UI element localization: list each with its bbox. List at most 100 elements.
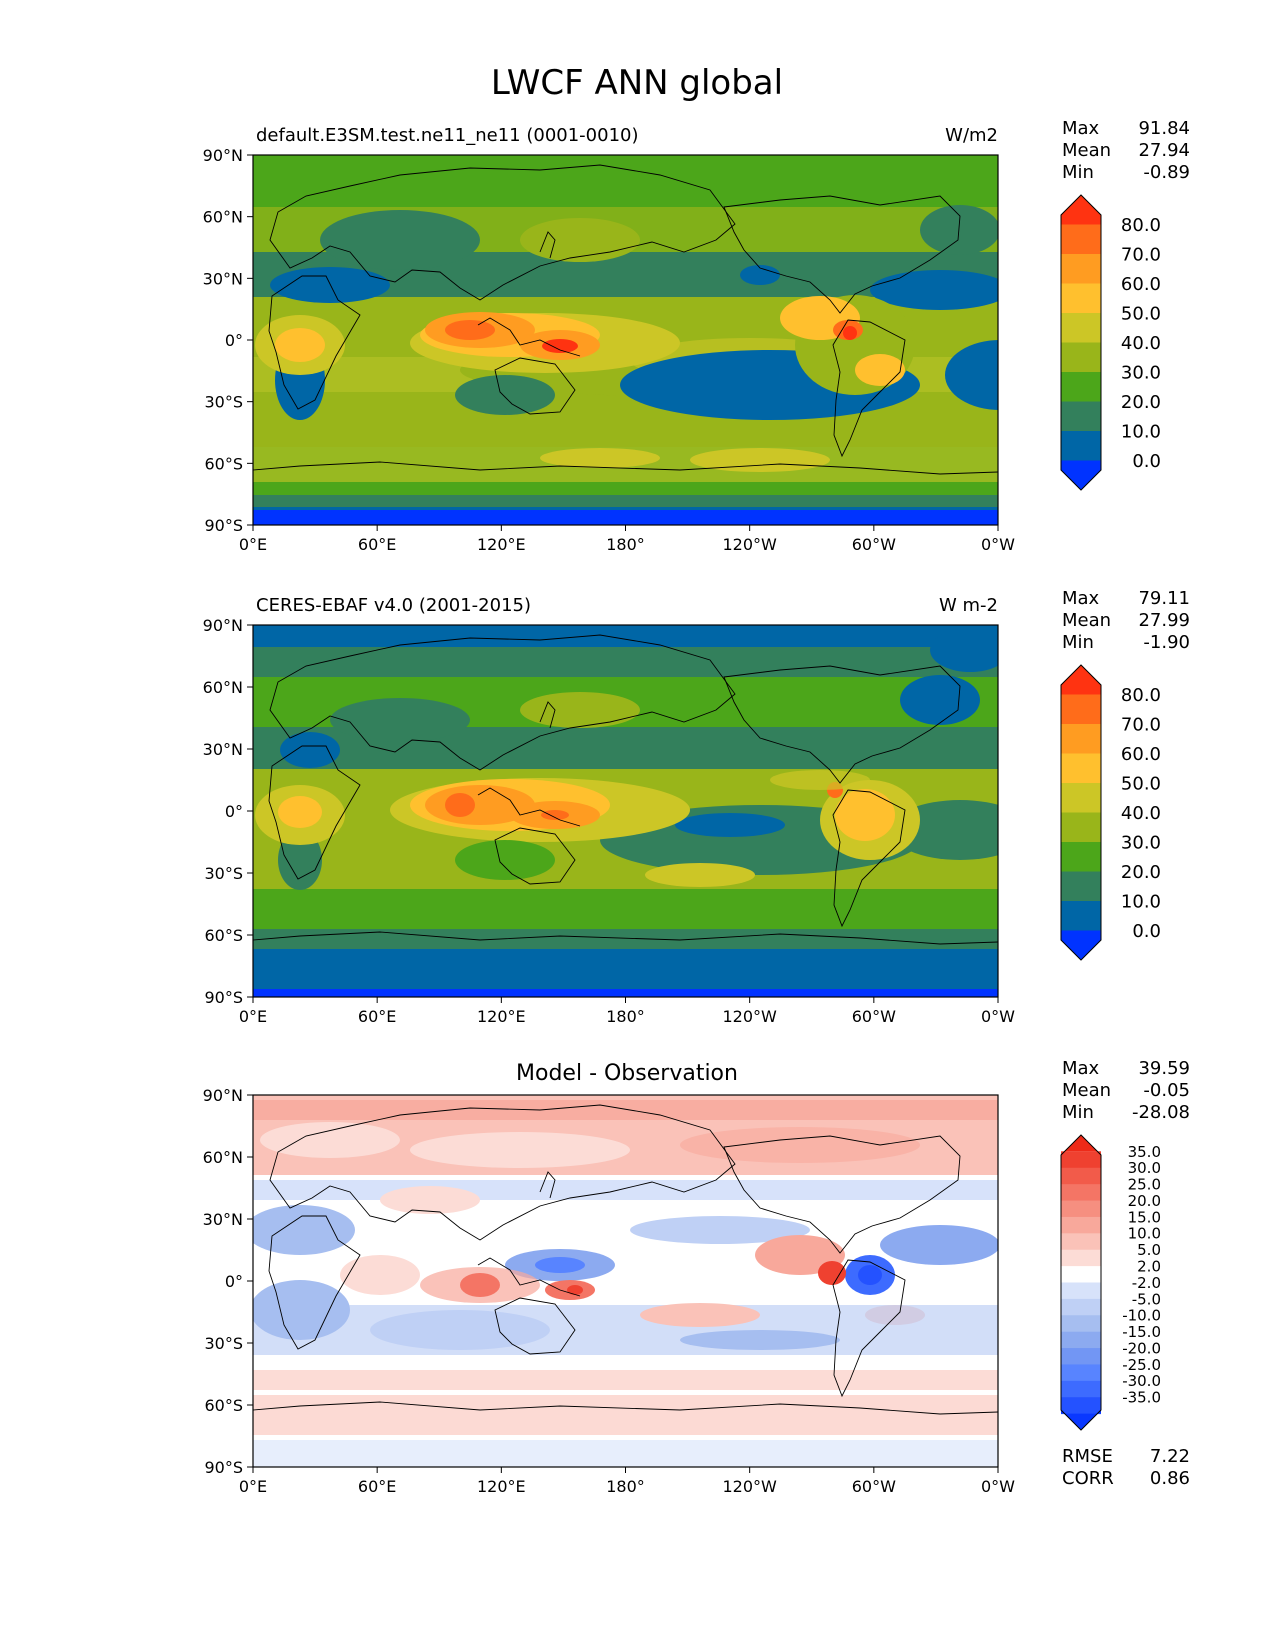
- colorbar-tick-label: 60.0: [1121, 744, 1161, 765]
- min-value: -28.08: [1132, 1102, 1190, 1123]
- colorbar-tick-label: 0.0: [1132, 451, 1161, 472]
- colorbar-tick-label: 70.0: [1121, 714, 1161, 735]
- x-tick-label: 180°: [606, 535, 645, 554]
- colorbar-tick-label: -10.0: [1122, 1307, 1161, 1325]
- colorbar-tick-label: 70.0: [1121, 244, 1161, 265]
- colorbar-tick-label: -30.0: [1122, 1372, 1161, 1390]
- stats-box: Max 91.84 Mean 27.94 Min -0.89: [1062, 118, 1190, 183]
- panel-difference: Model - Observation: [203, 1058, 1190, 1496]
- map-field: [253, 155, 998, 525]
- max-value: 79.11: [1138, 588, 1190, 609]
- colorbar-segment: [1061, 1249, 1101, 1267]
- colorbar-tick-label: 10.0: [1121, 421, 1161, 442]
- colorbar-segment: [1061, 783, 1101, 813]
- y-tick-label: 90°S: [204, 1458, 243, 1477]
- min-label: Min: [1062, 632, 1094, 653]
- x-tick-label: 0°E: [239, 1007, 267, 1026]
- colorbar-tick-label: -5.0: [1132, 1290, 1161, 1308]
- colorbar: 35.030.025.020.015.010.05.02.0-2.0-5.0-1…: [1060, 1134, 1161, 1431]
- colorbar-segment: [1061, 1380, 1101, 1398]
- y-tick-label: 90°S: [204, 988, 243, 1007]
- x-tick-label: 60°W: [852, 1477, 896, 1496]
- coastlines: [253, 164, 998, 475]
- colorbar-tick-label: 20.0: [1128, 1192, 1161, 1210]
- colorbar-tick-label: -25.0: [1122, 1356, 1161, 1374]
- colorbar-segment: [1061, 1151, 1101, 1169]
- colorbar-tick-label: 40.0: [1121, 803, 1161, 824]
- colorbar-tick-label: 30.0: [1128, 1159, 1161, 1177]
- y-axis: 90°N 60°N 30°N 0° 30°S 60°S 90°S: [203, 616, 253, 1007]
- colorbar-tick-label: 10.0: [1121, 891, 1161, 912]
- coastlines: [253, 634, 998, 945]
- units-label: W/m2: [945, 125, 998, 146]
- colorbar-extend-max: [1061, 665, 1101, 695]
- colorbar-segment: [1061, 254, 1101, 284]
- colorbar-segment: [1061, 1167, 1101, 1185]
- colorbar-tick-label: 30.0: [1121, 362, 1161, 383]
- colorbar-extend-max: [1061, 1135, 1101, 1155]
- colorbar-segment: [1061, 431, 1101, 461]
- x-tick-label: 60°E: [358, 1007, 396, 1026]
- y-tick-label: 30°N: [203, 269, 243, 288]
- y-tick-label: 90°N: [203, 146, 243, 165]
- x-tick-label: 120°W: [722, 1007, 777, 1026]
- colorbar-tick-label: 20.0: [1121, 862, 1161, 883]
- max-label: Max: [1062, 588, 1100, 609]
- min-value: -0.89: [1143, 162, 1190, 183]
- colorbar-tick-label: 80.0: [1121, 685, 1161, 706]
- colorbar-extend-min: [1061, 460, 1101, 490]
- y-tick-label: 30°S: [204, 393, 243, 412]
- colorbar-tick-label: -2.0: [1132, 1274, 1161, 1292]
- colorbar-segment: [1061, 401, 1101, 432]
- y-tick-label: 90°S: [204, 516, 243, 535]
- y-tick-label: 60°N: [203, 208, 243, 227]
- y-tick-label: 90°N: [203, 616, 243, 635]
- max-value: 39.59: [1138, 1058, 1190, 1079]
- colorbar-segment: [1061, 1348, 1101, 1365]
- colorbar-tick-label: 10.0: [1128, 1225, 1161, 1243]
- x-axis: 0°E 60°E 120°E 180° 120°W 60°W 0°W: [239, 997, 1015, 1026]
- x-axis: 0°E 60°E 120°E 180° 120°W 60°W 0°W: [239, 1467, 1015, 1496]
- colorbar-outline: [1060, 1134, 1102, 1431]
- panel-title-left: default.E3SM.test.ne11_ne11 (0001-0010): [256, 125, 639, 146]
- colorbar-segment: [1061, 1233, 1101, 1251]
- y-tick-label: 0°: [225, 331, 243, 350]
- max-label: Max: [1062, 118, 1100, 139]
- y-axis: 90°N 60°N 30°N 0° 30°S 60°S 90°S: [203, 1086, 253, 1477]
- colorbar-segment: [1061, 871, 1101, 902]
- mean-value: 27.99: [1138, 610, 1190, 631]
- colorbar-segment: [1061, 1216, 1101, 1234]
- y-tick-label: 30°S: [204, 1334, 243, 1353]
- y-tick-label: 60°N: [203, 678, 243, 697]
- colorbar-tick-label: 80.0: [1121, 215, 1161, 236]
- skill-scores: RMSE 7.22 CORR 0.86: [1062, 1446, 1190, 1489]
- colorbar-segment: [1061, 1298, 1101, 1316]
- colorbar-segment: [1061, 1315, 1101, 1333]
- corr-value: 0.86: [1150, 1468, 1190, 1489]
- colorbar-segment: [1061, 1331, 1101, 1349]
- x-tick-label: 0°W: [981, 1477, 1015, 1496]
- x-tick-label: 120°E: [477, 1007, 526, 1026]
- colorbar-extend-min: [1061, 930, 1101, 960]
- colorbar-extend-min: [1061, 1410, 1101, 1430]
- colorbar-tick-label: 2.0: [1137, 1258, 1161, 1276]
- colorbar-segment: [1061, 901, 1101, 931]
- colorbar-segment: [1061, 812, 1101, 843]
- colorbar-outline: [1060, 664, 1102, 961]
- colorbar-segment: [1061, 313, 1101, 343]
- stats-box: Max 39.59 Mean -0.05 Min -28.08: [1062, 1058, 1190, 1123]
- panel-model: default.E3SM.test.ne11_ne11 (0001-0010) …: [203, 118, 1190, 554]
- min-label: Min: [1062, 1102, 1094, 1123]
- min-label: Min: [1062, 162, 1094, 183]
- colorbar-segment: [1061, 1364, 1101, 1382]
- x-tick-label: 60°W: [852, 535, 896, 554]
- x-tick-label: 0°W: [981, 1007, 1015, 1026]
- units-label: W m-2: [939, 595, 998, 616]
- y-tick-label: 90°N: [203, 1086, 243, 1105]
- x-tick-label: 180°: [606, 1477, 645, 1496]
- colorbar-segment: [1061, 342, 1101, 373]
- x-tick-label: 60°E: [358, 535, 396, 554]
- colorbar-segment: [1061, 224, 1101, 255]
- colorbar-tick-label: 50.0: [1121, 303, 1161, 324]
